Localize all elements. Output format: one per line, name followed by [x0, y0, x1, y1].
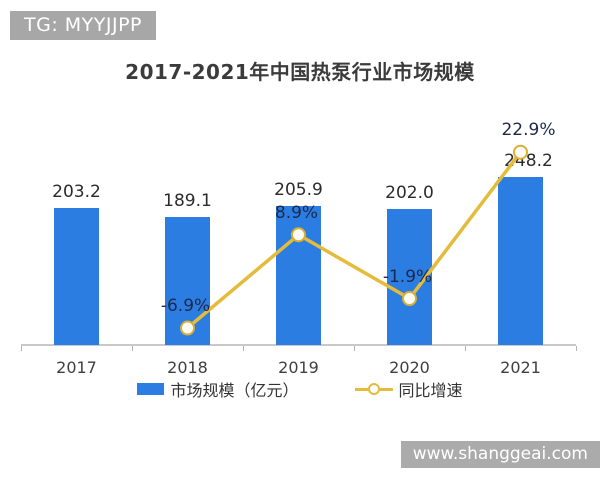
- line-marker-2019: [291, 227, 306, 243]
- bar-value-label-2018: 189.1: [163, 191, 212, 212]
- bar-series-swatch: [137, 383, 165, 395]
- growth-label-2018: -6.9%: [160, 296, 211, 316]
- x-axis-tick: [354, 346, 355, 351]
- bar-value-label-2019: 205.9: [274, 180, 323, 201]
- bar-2017: [54, 207, 99, 345]
- growth-label-2020: -1.9%: [382, 266, 433, 287]
- legend-item-market-size: 市场规模（亿元）: [137, 377, 299, 401]
- growth-label-2019: 8.9%: [274, 202, 319, 223]
- legend: 市场规模（亿元） 同比增速: [0, 377, 600, 401]
- x-axis-label-2017: 2017: [56, 358, 97, 377]
- x-axis-label-2020: 2020: [389, 358, 430, 377]
- x-axis-tick: [465, 346, 466, 351]
- line-marker-2021: [513, 144, 528, 160]
- growth-label-2021: 22.9%: [501, 120, 556, 141]
- x-axis-line: [21, 344, 576, 346]
- bar-2021: [498, 177, 543, 345]
- website-watermark: www.shanggeai.com: [400, 441, 600, 468]
- chart-title: 2017-2021年中国热泵行业市场规模: [125, 60, 475, 84]
- line-marker-2020: [402, 291, 417, 307]
- bar-value-label-2020: 202.0: [385, 182, 434, 203]
- bar-value-label-2017: 203.2: [52, 181, 101, 202]
- x-axis-tick: [132, 346, 133, 351]
- legend-label-market-size: 市场规模（亿元）: [170, 381, 299, 400]
- x-axis-label-2021: 2021: [500, 358, 541, 377]
- x-axis-tick: [21, 346, 22, 351]
- telegram-badge: TG: MYYJJPP: [10, 11, 156, 40]
- growth-line: [186, 151, 522, 330]
- x-axis-tick: [576, 346, 577, 351]
- x-axis-label-2018: 2018: [167, 358, 208, 377]
- line-marker-2018: [180, 320, 195, 336]
- x-axis-tick: [243, 346, 244, 351]
- legend-item-growth-rate: 同比增速: [354, 377, 463, 401]
- x-axis-label-2019: 2019: [278, 358, 319, 377]
- line-swatch-marker: [367, 383, 380, 395]
- legend-label-growth-rate: 同比增速: [398, 381, 463, 400]
- line-series-swatch: [354, 383, 393, 395]
